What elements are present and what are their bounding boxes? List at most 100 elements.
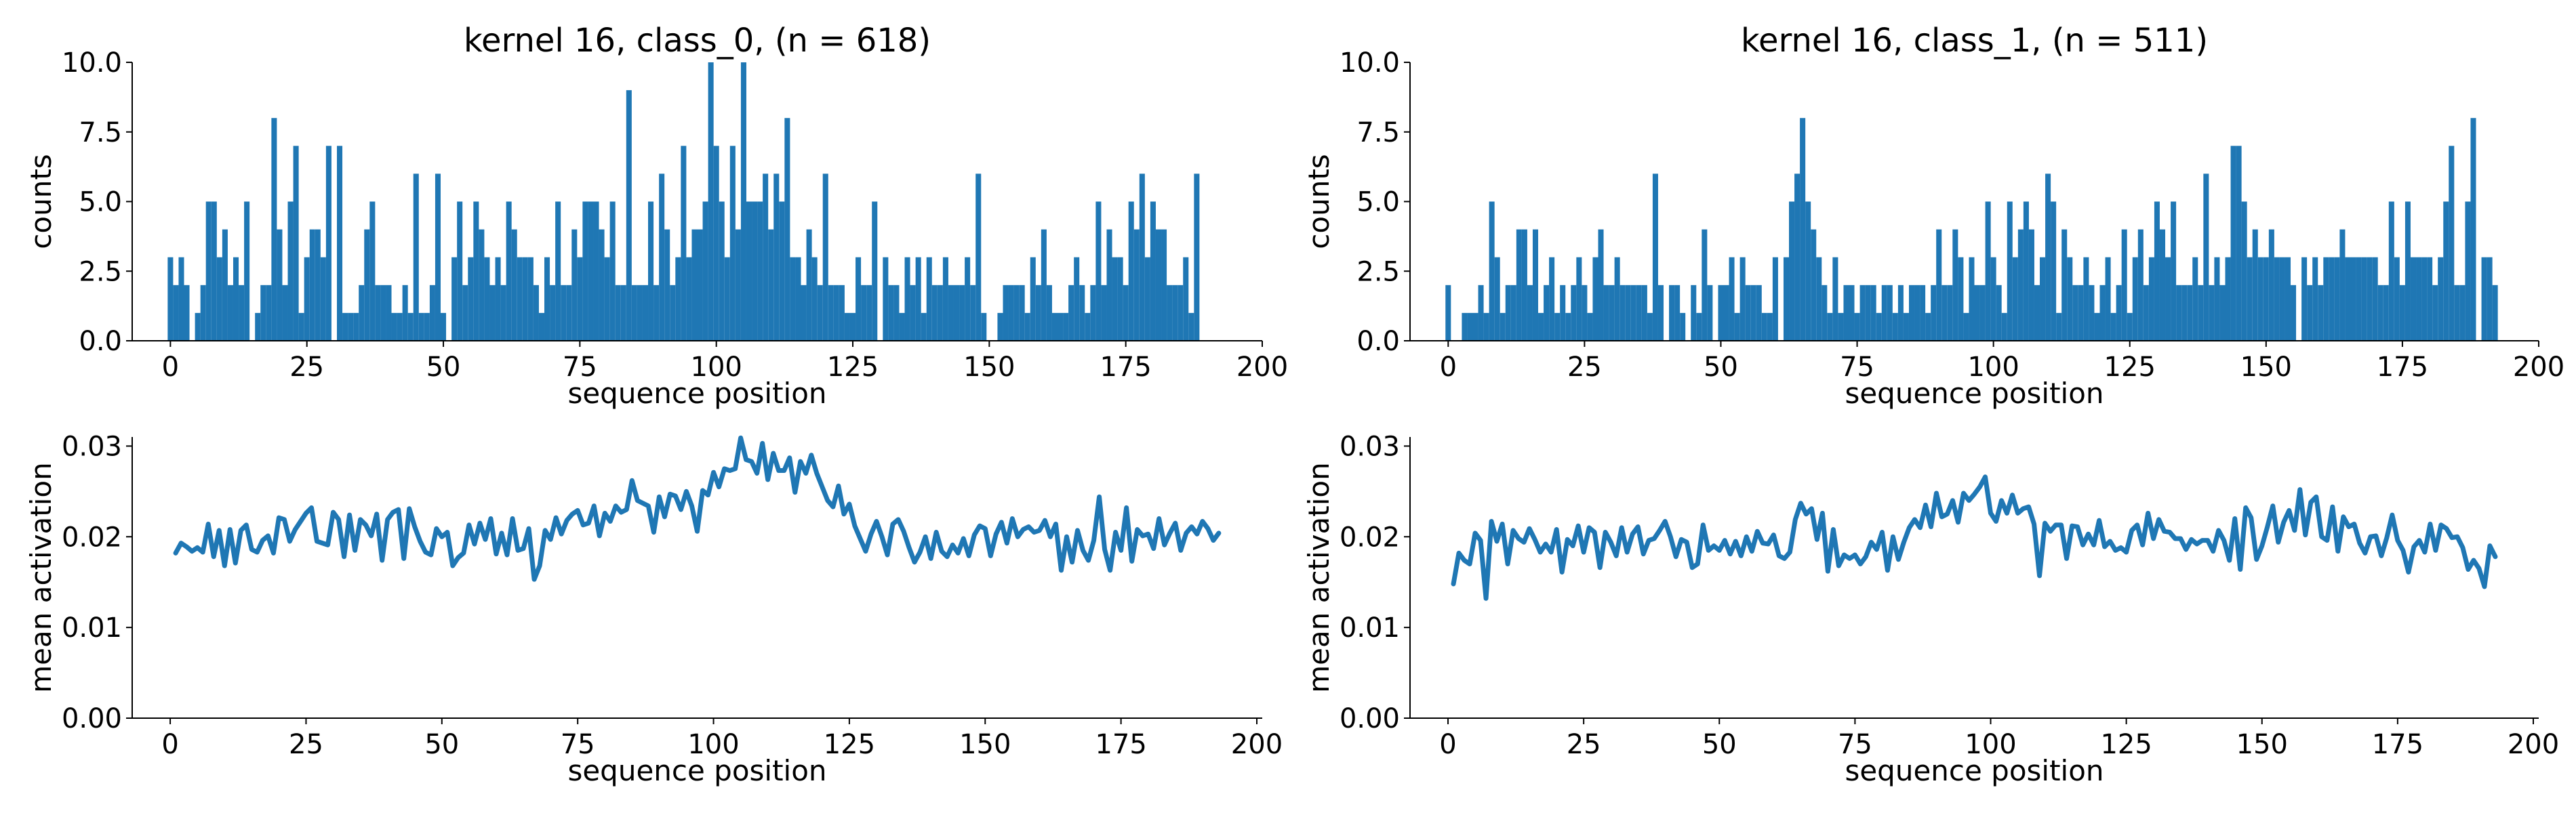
x-tick-label: 25 bbox=[1567, 352, 1602, 383]
bar bbox=[1696, 312, 1702, 341]
bar bbox=[2165, 257, 2171, 341]
bar bbox=[2023, 201, 2029, 341]
bar bbox=[2377, 285, 2383, 341]
bar bbox=[2263, 257, 2269, 341]
y-tick-label: 7.5 bbox=[1356, 117, 1400, 148]
bar bbox=[2416, 257, 2422, 341]
bar bbox=[1849, 285, 1855, 341]
bar bbox=[1652, 173, 1658, 341]
bar bbox=[1822, 285, 1828, 341]
bar bbox=[1827, 312, 1833, 341]
bar bbox=[1505, 285, 1511, 341]
bar bbox=[686, 257, 692, 341]
bar bbox=[724, 257, 730, 341]
bar bbox=[2334, 257, 2340, 341]
bar bbox=[1139, 173, 1145, 341]
bar bbox=[1510, 285, 1516, 341]
bar bbox=[2132, 257, 2138, 341]
bar bbox=[833, 285, 839, 341]
bar bbox=[1625, 285, 1631, 341]
bar bbox=[806, 229, 812, 341]
chart-panel-1: 0 25 50 75 100 125 150 175 200 0.0 2.5 5.0 7.5 10.0 se… bbox=[24, 22, 1288, 410]
bar bbox=[2040, 257, 2046, 341]
bar bbox=[773, 173, 780, 341]
bar bbox=[1996, 285, 2002, 341]
bar bbox=[2345, 257, 2351, 341]
bar bbox=[506, 201, 512, 341]
bar bbox=[2159, 229, 2166, 341]
bar bbox=[1669, 285, 1675, 341]
bar bbox=[2487, 257, 2493, 341]
bar bbox=[1494, 257, 1500, 341]
bar bbox=[790, 257, 796, 341]
chart-title: kernel 16, class_1, (n = 511) bbox=[1741, 22, 2208, 60]
x-tick-label: 125 bbox=[2104, 352, 2156, 383]
x-tick-label: 75 bbox=[561, 729, 595, 760]
bar bbox=[2383, 285, 2389, 341]
bar bbox=[2312, 257, 2318, 341]
bar bbox=[915, 257, 921, 341]
bar bbox=[1985, 201, 1991, 341]
x-tick-label: 150 bbox=[959, 729, 1011, 760]
bar bbox=[1003, 285, 1009, 341]
bar bbox=[1489, 201, 1495, 341]
y-tick-label: 0.01 bbox=[62, 612, 122, 644]
bar bbox=[2367, 257, 2373, 341]
x-tick-label: 150 bbox=[963, 352, 1015, 383]
bar bbox=[1445, 285, 1451, 341]
bar bbox=[1734, 312, 1740, 341]
bar bbox=[948, 285, 954, 341]
bar bbox=[1123, 285, 1129, 341]
bar bbox=[2454, 285, 2460, 341]
x-tick-label: 25 bbox=[289, 729, 323, 760]
bar bbox=[620, 285, 626, 341]
bar bbox=[233, 257, 239, 341]
x-axis-label: sequence position bbox=[567, 754, 826, 787]
y-tick-label: 2.5 bbox=[79, 256, 122, 287]
x-tick-label: 75 bbox=[563, 352, 597, 383]
bar bbox=[2143, 285, 2149, 341]
bar bbox=[708, 62, 714, 341]
bar bbox=[1183, 257, 1189, 341]
bar bbox=[2105, 257, 2111, 341]
bar bbox=[364, 229, 370, 341]
bar bbox=[626, 90, 632, 341]
bar bbox=[1467, 312, 1473, 341]
x-tick-label: 200 bbox=[1236, 352, 1288, 383]
bar bbox=[1641, 285, 1647, 341]
x-tick-label: 175 bbox=[1100, 352, 1151, 383]
bar bbox=[315, 229, 321, 341]
bar bbox=[353, 312, 359, 341]
bar bbox=[740, 62, 746, 341]
x-tick-label: 200 bbox=[2508, 729, 2559, 760]
bar bbox=[1167, 285, 1173, 341]
bar bbox=[937, 285, 943, 341]
bar bbox=[1739, 257, 1746, 341]
bar bbox=[779, 201, 785, 341]
bar bbox=[2459, 285, 2466, 341]
bar bbox=[1931, 285, 1937, 341]
bar bbox=[609, 201, 616, 341]
bar bbox=[1576, 257, 1582, 341]
bar bbox=[386, 285, 392, 341]
x-tick-label: 175 bbox=[2372, 729, 2423, 760]
bar bbox=[309, 229, 315, 341]
bar bbox=[407, 312, 414, 341]
bar bbox=[1150, 201, 1156, 341]
bar bbox=[1538, 312, 1544, 341]
bar bbox=[2438, 257, 2444, 341]
bar bbox=[763, 173, 769, 341]
bar bbox=[1816, 257, 1822, 341]
bar bbox=[1046, 285, 1052, 341]
bar bbox=[888, 285, 894, 341]
x-tick-label: 125 bbox=[827, 352, 879, 383]
bar bbox=[839, 285, 845, 341]
bar bbox=[429, 285, 435, 341]
bar bbox=[239, 285, 245, 341]
bar bbox=[2465, 201, 2471, 341]
bar bbox=[369, 201, 376, 341]
x-tick-label: 125 bbox=[824, 729, 875, 760]
bar bbox=[2001, 312, 2007, 341]
bar bbox=[1051, 312, 1058, 341]
bar bbox=[1767, 312, 1773, 341]
